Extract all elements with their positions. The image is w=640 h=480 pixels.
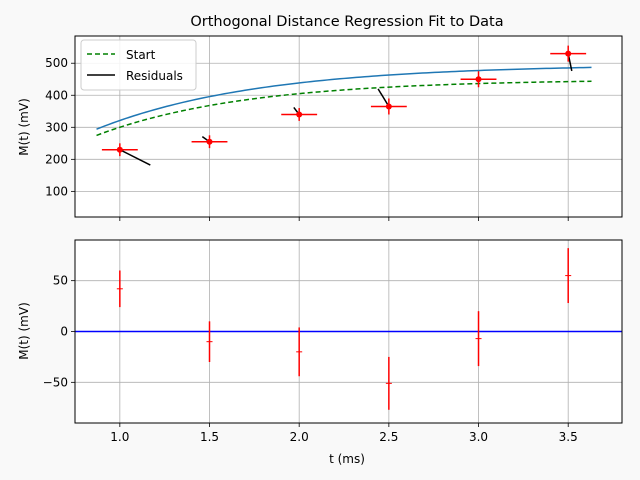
top-ticks: 100 200 300 400 500: [45, 56, 569, 221]
bottom-y-tick-label: −50: [43, 375, 68, 389]
bottom-x-tick-label: 3.5: [559, 430, 578, 444]
legend-residuals-label: Residuals: [126, 69, 183, 83]
top-y-axis-label: M(t) (mV): [17, 98, 31, 156]
bottom-x-tick-label: 3.0: [469, 430, 488, 444]
bottom-series: [75, 248, 622, 410]
bottom-x-tick-label: 1.0: [110, 430, 129, 444]
residual-line: [377, 88, 390, 107]
top-y-tick-label: 200: [45, 152, 68, 166]
top-y-tick-label: 300: [45, 120, 68, 134]
legend: Start Residuals: [80, 39, 197, 91]
residual-line: [119, 149, 151, 166]
data-point: [206, 138, 213, 145]
top-y-tick-label: 400: [45, 88, 68, 102]
bottom-plot-area: 1.0 1.5 2.0 2.5 3.0 3.5 −50 0 50 M(t) (mV) t (ms…: [17, 239, 623, 466]
data-point: [475, 76, 482, 83]
bottom-x-tick-label: 1.5: [200, 430, 219, 444]
fit-curve: [96, 66, 592, 130]
data-point: [296, 111, 303, 118]
top-axes-frame: [74, 35, 623, 218]
bottom-y-tick-label: 50: [53, 274, 68, 288]
top-y-tick-label: 500: [45, 56, 68, 70]
bottom-axes-frame: [74, 239, 623, 424]
bottom-x-tick-label: 2.5: [379, 430, 398, 444]
top-y-tick-label: 100: [45, 184, 68, 198]
data-point: [116, 146, 123, 153]
bottom-y-axis-label: M(t) (mV): [17, 302, 31, 360]
bottom-y-tick-label: 0: [60, 325, 68, 339]
top-series: [96, 45, 592, 166]
legend-start-label: Start: [126, 48, 156, 62]
bottom-x-axis-label: t (ms): [329, 452, 365, 466]
top-chart-title: Orthogonal Distance Regression Fit to Da…: [190, 14, 503, 30]
legend-box: [80, 39, 197, 91]
data-point: [565, 50, 572, 57]
start-curve: [96, 80, 592, 137]
top-grid: [75, 36, 622, 217]
bottom-x-tick-label: 2.0: [290, 430, 309, 444]
data-point: [385, 103, 392, 110]
bottom-ticks: 1.0 1.5 2.0 2.5 3.0 3.5 −50 0 50: [43, 274, 578, 444]
